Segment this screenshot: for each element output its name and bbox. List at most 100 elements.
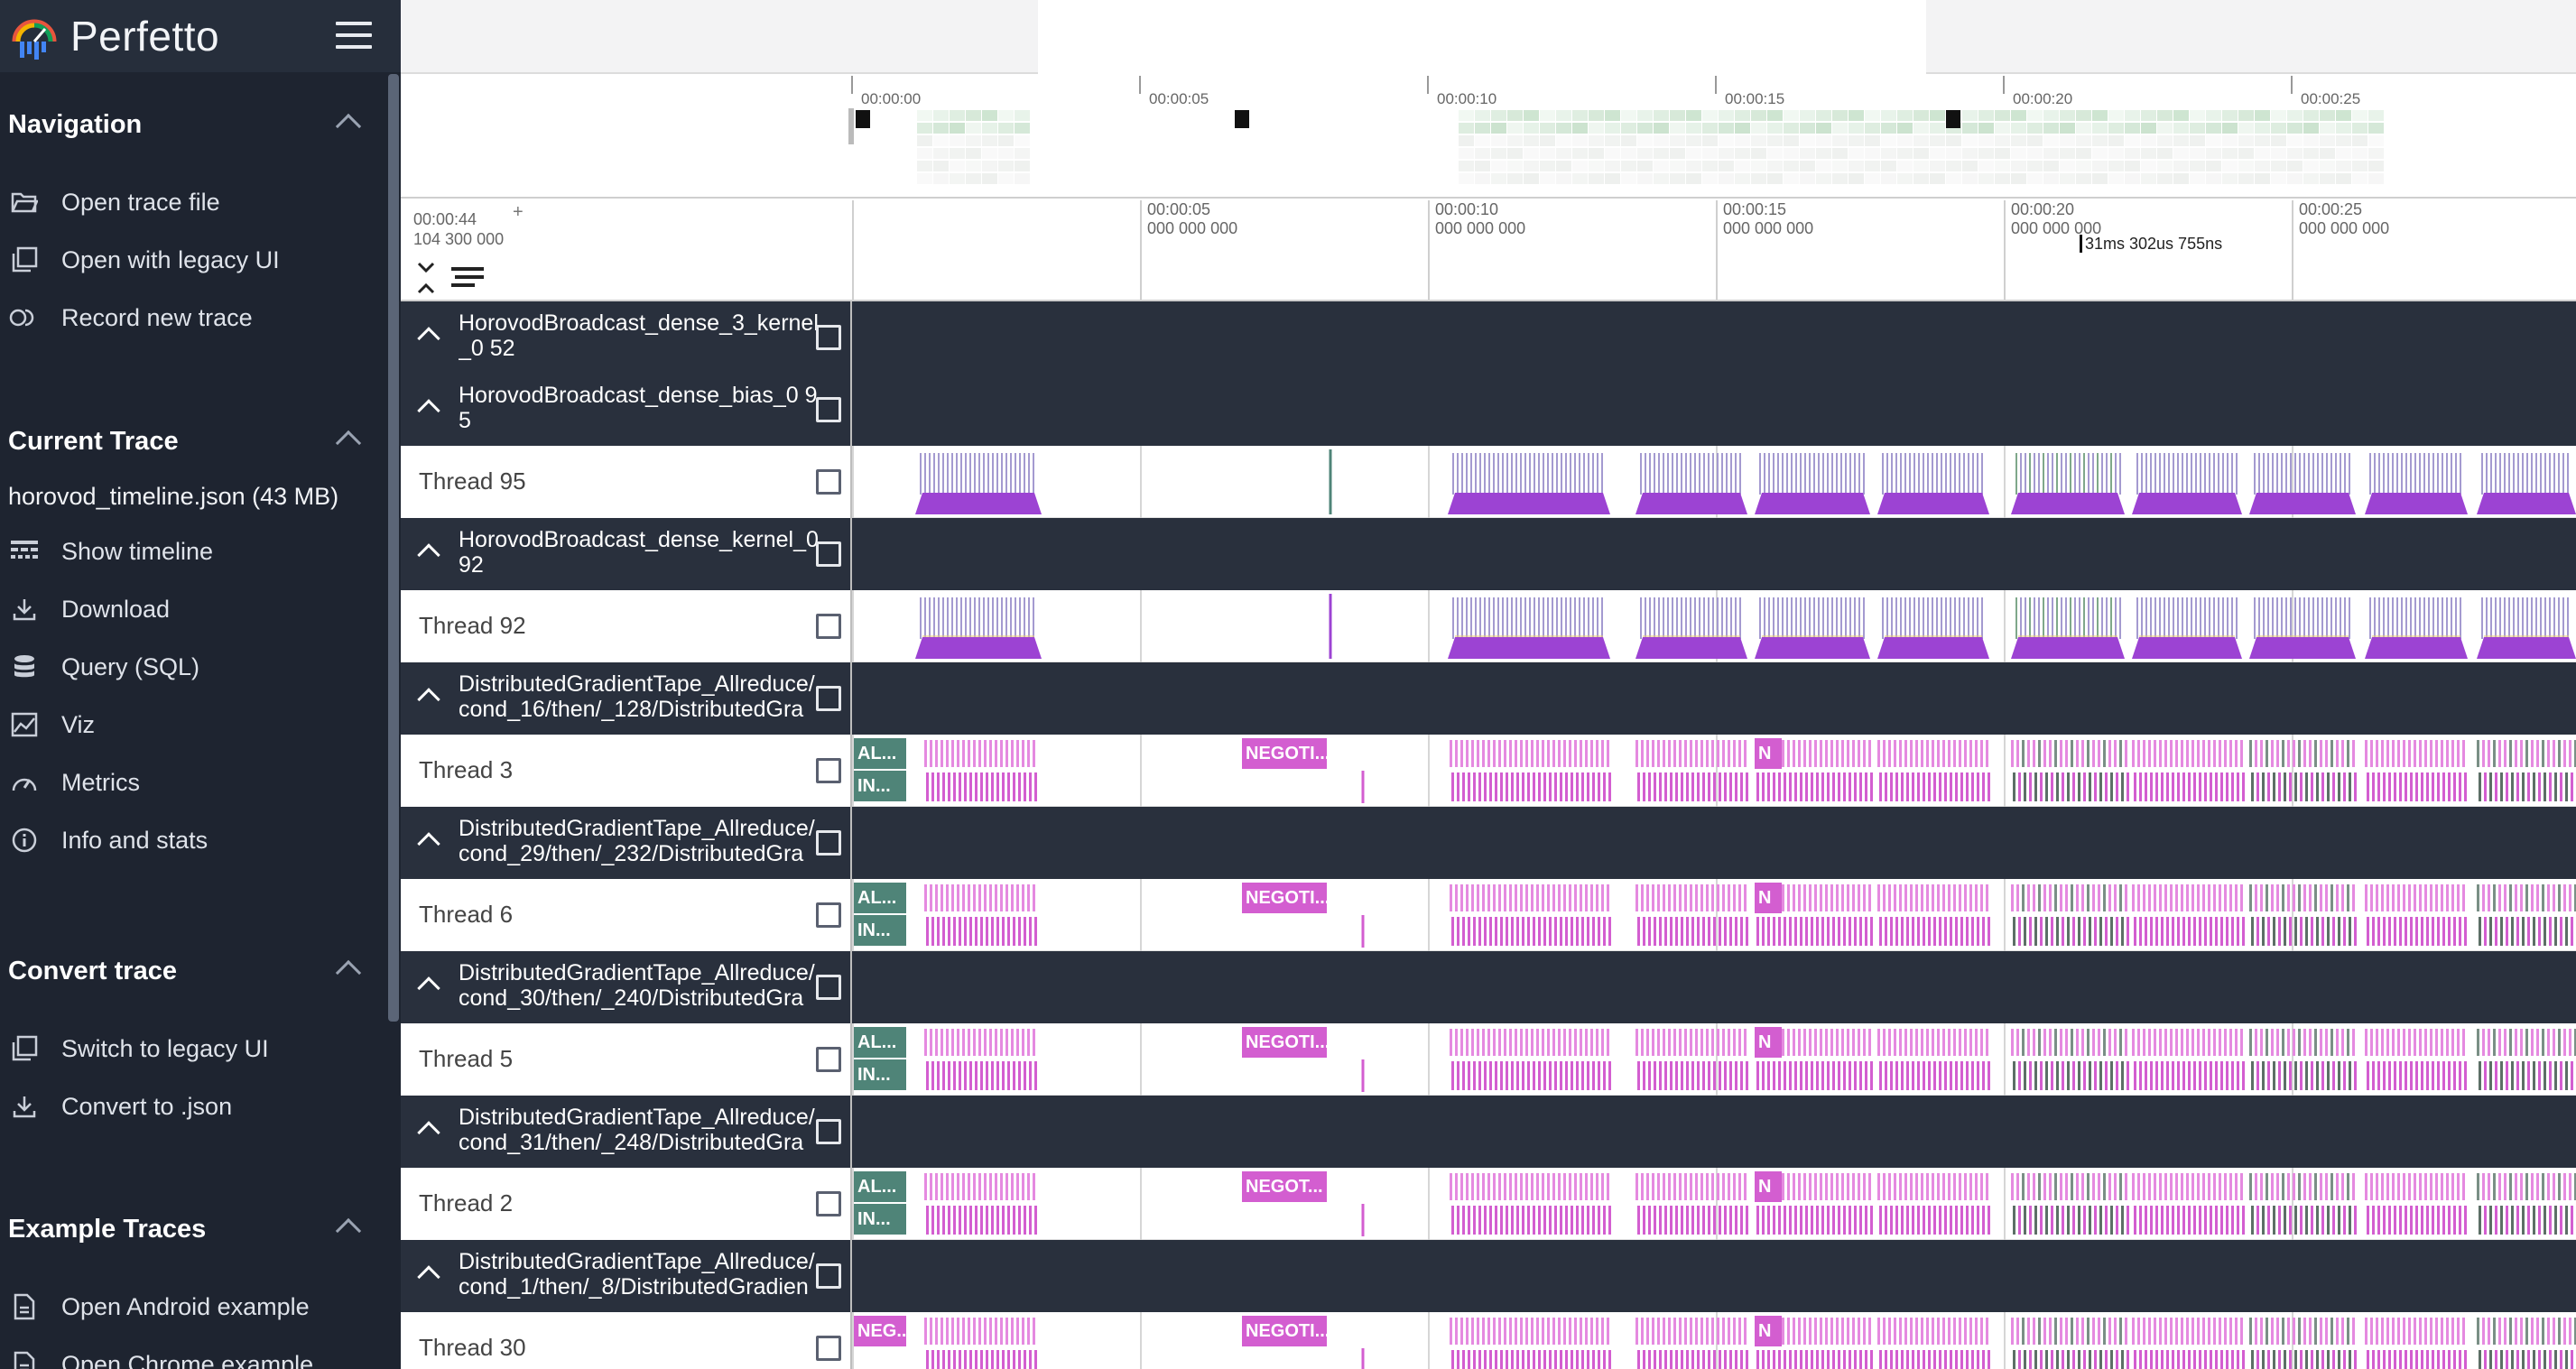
- track-shell[interactable]: DistributedGradientTape_Allreduce/cond_3…: [401, 1096, 852, 1168]
- track-lane[interactable]: [852, 446, 2576, 518]
- track-lane[interactable]: [852, 590, 2576, 662]
- trace-slice[interactable]: IN...: [854, 915, 906, 946]
- trace-slice[interactable]: NEGOTI...: [1242, 1316, 1327, 1346]
- track-lane[interactable]: [852, 1240, 2576, 1312]
- trace-slice[interactable]: N: [1755, 1171, 1782, 1202]
- track-shell[interactable]: Thread 92: [401, 590, 852, 662]
- switch-to-legacy-ui-item[interactable]: Switch to legacy UI: [0, 1020, 379, 1078]
- track-shell[interactable]: DistributedGradientTape_Allreduce/cond_2…: [401, 807, 852, 879]
- slice-graph[interactable]: [852, 1168, 2576, 1240]
- metrics-item[interactable]: Metrics: [0, 754, 379, 811]
- chevron-up-icon[interactable]: [417, 327, 440, 350]
- chevron-up-icon[interactable]: [417, 1265, 440, 1289]
- trace-slice[interactable]: NEGOT...: [1242, 1171, 1327, 1202]
- track-shell[interactable]: Thread 95: [401, 446, 852, 518]
- overview-marker[interactable]: [1235, 110, 1249, 128]
- track-lane[interactable]: NEG... NEGOTI... N: [852, 1312, 2576, 1369]
- thread-track[interactable]: Thread 92: [401, 590, 2576, 662]
- record-new-trace-item[interactable]: Record new trace: [0, 289, 379, 347]
- track-shell[interactable]: DistributedGradientTape_Allreduce/cond_1…: [401, 1240, 852, 1312]
- slice-graph[interactable]: [852, 735, 2576, 807]
- track-shell[interactable]: Thread 3: [401, 735, 852, 807]
- track-lane[interactable]: AL... IN... NEGOTI... N: [852, 735, 2576, 807]
- chevron-up-icon[interactable]: [417, 1121, 440, 1144]
- track-shell[interactable]: HorovodBroadcast_dense_kernel_0 92: [401, 518, 852, 590]
- slice-graph[interactable]: [852, 1023, 2576, 1096]
- track-select-checkbox[interactable]: [816, 902, 841, 928]
- track-group-header[interactable]: HorovodBroadcast_dense_bias_0 95: [401, 374, 2576, 446]
- track-lane[interactable]: [852, 662, 2576, 735]
- track-lane[interactable]: [852, 807, 2576, 879]
- overview-drag-handle[interactable]: [848, 108, 854, 144]
- track-lane[interactable]: AL... IN... NEGOTI... N: [852, 1023, 2576, 1096]
- omnibox[interactable]: [1038, 0, 1926, 74]
- current-trace-section-header[interactable]: Current Trace: [0, 412, 379, 470]
- track-select-checkbox[interactable]: [816, 686, 841, 711]
- thread-track[interactable]: Thread 3 AL... IN... NEGOTI... N: [401, 735, 2576, 807]
- track-select-checkbox[interactable]: [816, 397, 841, 422]
- track-group-header[interactable]: DistributedGradientTape_Allreduce/cond_1…: [401, 662, 2576, 735]
- trace-slice[interactable]: NEGOTI...: [1242, 883, 1327, 913]
- track-select-checkbox[interactable]: [816, 975, 841, 1000]
- trace-slice[interactable]: IN...: [854, 1059, 906, 1090]
- thread-track[interactable]: Thread 5 AL... IN... NEGOTI... N: [401, 1023, 2576, 1096]
- slice-graph[interactable]: [852, 879, 2576, 951]
- track-group-header[interactable]: DistributedGradientTape_Allreduce/cond_1…: [401, 1240, 2576, 1312]
- chevron-up-icon[interactable]: [417, 976, 440, 1000]
- track-select-checkbox[interactable]: [816, 1263, 841, 1289]
- chevron-up-icon[interactable]: [417, 543, 440, 567]
- navigation-section-header[interactable]: Navigation: [0, 96, 379, 153]
- overview-chart[interactable]: 00:00:00 00:00:05 00:00:10 00:00:15 00:00:20…: [401, 76, 2576, 199]
- track-select-checkbox[interactable]: [816, 758, 841, 783]
- overview-marker[interactable]: [856, 110, 870, 128]
- track-lane[interactable]: AL... IN... NEGOTI... N: [852, 879, 2576, 951]
- open-trace-file-item[interactable]: Open trace file: [0, 173, 379, 231]
- track-shell[interactable]: Thread 5: [401, 1023, 852, 1096]
- overview-marker[interactable]: [1946, 110, 1960, 128]
- track-select-checkbox[interactable]: [816, 1119, 841, 1144]
- open-chrome-example-item[interactable]: Open Chrome example: [0, 1336, 379, 1369]
- trace-slice[interactable]: N: [1755, 1316, 1782, 1346]
- track-lane[interactable]: [852, 1096, 2576, 1168]
- track-shell[interactable]: HorovodBroadcast_dense_3_kernel_0 52: [401, 301, 852, 374]
- trace-slice[interactable]: N: [1755, 738, 1782, 769]
- query-sql-item[interactable]: Query (SQL): [0, 638, 379, 696]
- time-ruler[interactable]: 00:00:44 104 300 000 + 31ms 302us 755ns …: [401, 200, 2576, 301]
- viz-item[interactable]: Viz: [0, 696, 379, 754]
- track-lane[interactable]: [852, 374, 2576, 446]
- convert-trace-section-header[interactable]: Convert trace: [0, 942, 379, 1000]
- track-lane[interactable]: [852, 518, 2576, 590]
- track-shell[interactable]: Thread 2: [401, 1168, 852, 1240]
- overview-timeline[interactable]: 00:00:00 00:00:05 00:00:10 00:00:15 00:00:20…: [401, 76, 2576, 199]
- track-shell[interactable]: Thread 30: [401, 1312, 852, 1369]
- track-lane[interactable]: AL... IN... NEGOT... N: [852, 1168, 2576, 1240]
- thread-track[interactable]: Thread 95: [401, 446, 2576, 518]
- convert-to-json-item[interactable]: Convert to .json: [0, 1078, 379, 1135]
- chevron-up-icon[interactable]: [417, 399, 440, 422]
- open-with-legacy-ui-item[interactable]: Open with legacy UI: [0, 231, 379, 289]
- counter-graph[interactable]: [852, 590, 2576, 662]
- track-group-header[interactable]: HorovodBroadcast_dense_3_kernel_0 52: [401, 301, 2576, 374]
- track-lane[interactable]: [852, 951, 2576, 1023]
- track-select-checkbox[interactable]: [816, 1191, 841, 1216]
- slice-graph[interactable]: [852, 1312, 2576, 1369]
- open-android-example-item[interactable]: Open Android example: [0, 1278, 379, 1336]
- track-select-checkbox[interactable]: [816, 614, 841, 639]
- trace-slice[interactable]: AL...: [854, 883, 906, 913]
- track-shell[interactable]: Thread 6: [401, 879, 852, 951]
- trace-slice[interactable]: AL...: [854, 1027, 906, 1058]
- trace-slice[interactable]: AL...: [854, 1171, 906, 1202]
- chevron-up-icon[interactable]: [417, 832, 440, 856]
- track-lane[interactable]: [852, 301, 2576, 374]
- menu-toggle-icon[interactable]: [336, 22, 372, 49]
- track-shell[interactable]: DistributedGradientTape_Allreduce/cond_1…: [401, 662, 852, 735]
- chevron-up-icon[interactable]: [417, 688, 440, 711]
- trace-slice[interactable]: N: [1755, 1027, 1782, 1058]
- track-select-checkbox[interactable]: [816, 325, 841, 350]
- info-and-stats-item[interactable]: Info and stats: [0, 811, 379, 869]
- trace-slice[interactable]: NEG...: [854, 1316, 906, 1346]
- track-select-checkbox[interactable]: [816, 1047, 841, 1072]
- sidebar-scrollbar[interactable]: [388, 74, 399, 1022]
- track-select-checkbox[interactable]: [816, 541, 841, 567]
